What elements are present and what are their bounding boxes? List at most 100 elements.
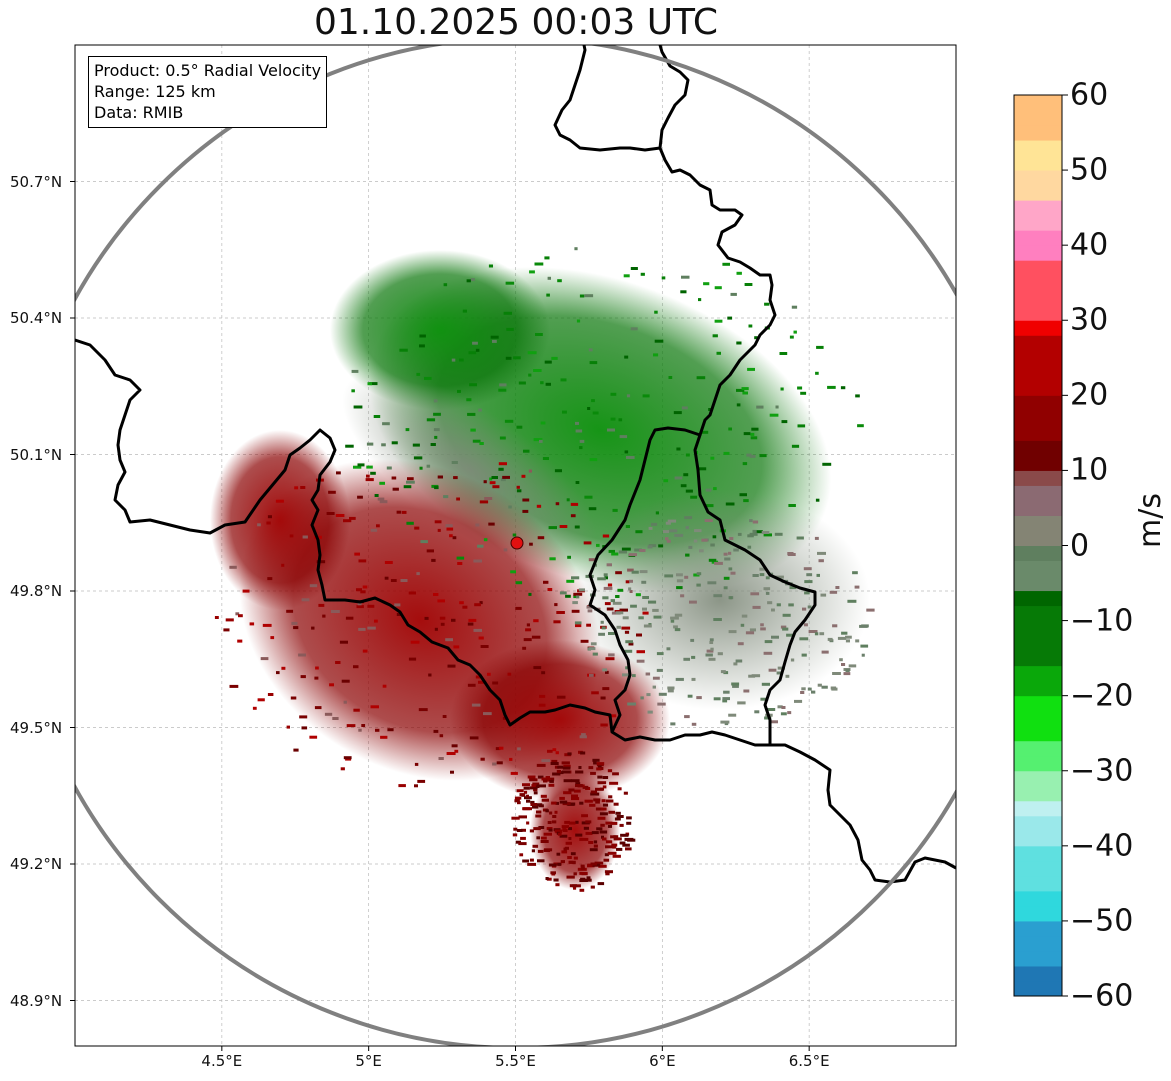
echo-speckle xyxy=(492,681,499,685)
echo-speckle xyxy=(546,827,553,830)
echo-speckle xyxy=(500,478,506,482)
colorbar-segment xyxy=(1014,785,1062,802)
echo-speckle xyxy=(788,504,796,507)
echo-speckle xyxy=(309,584,318,588)
echo-speckle xyxy=(709,641,714,644)
echo-speckle xyxy=(714,286,722,290)
echo-speckle xyxy=(588,558,597,562)
echo-speckle xyxy=(290,696,297,700)
echo-speckle xyxy=(764,302,770,306)
echo-speckle xyxy=(691,655,696,659)
echo-speckle xyxy=(467,622,474,626)
echo-speckle xyxy=(747,545,752,549)
echo-speckle xyxy=(627,838,636,842)
echo-speckle xyxy=(515,581,523,585)
echo-speckle xyxy=(573,592,583,596)
echo-speckle xyxy=(382,684,387,688)
echo-speckle xyxy=(367,604,375,608)
echo-speckle xyxy=(584,495,593,499)
echo-speckle xyxy=(472,439,481,443)
echo-speckle xyxy=(687,694,693,698)
echo-speckle xyxy=(725,502,735,506)
echo-speckle xyxy=(575,429,583,433)
colorbar-ticks xyxy=(1062,94,1068,997)
echo-speckle xyxy=(519,793,526,797)
echo-speckle xyxy=(477,544,484,548)
echo-speckle xyxy=(590,792,598,796)
echo-speckle xyxy=(642,607,647,611)
echo-speckle xyxy=(635,593,641,597)
echo-speckle xyxy=(624,649,633,653)
echo-speckle xyxy=(728,630,737,634)
echo-speckle xyxy=(266,521,271,525)
echo-speckle xyxy=(480,645,489,648)
echo-speckle xyxy=(712,334,718,338)
echo-speckle xyxy=(469,383,477,387)
echo-speckle xyxy=(424,376,432,380)
echo-speckle xyxy=(802,607,807,611)
echo-speckle xyxy=(529,778,538,782)
echo-speckle xyxy=(729,596,733,600)
echo-speckle xyxy=(613,802,619,806)
echo-speckle xyxy=(617,787,622,791)
echo-speckle xyxy=(451,618,456,622)
echo-speckle xyxy=(607,583,613,587)
echo-speckle xyxy=(597,577,606,581)
echo-speckle xyxy=(804,623,808,627)
colorbar-tick-label: −50 xyxy=(1070,903,1134,939)
echo-speckle xyxy=(767,708,776,711)
echo-speckle xyxy=(806,573,813,577)
echo-speckle xyxy=(602,668,608,672)
echo-speckle xyxy=(714,319,723,323)
echo-speckle xyxy=(723,690,730,694)
echo-speckle xyxy=(681,406,688,410)
echo-speckle xyxy=(533,791,538,795)
echo-speckle xyxy=(759,454,767,458)
echo-speckle xyxy=(827,637,833,641)
echo-speckle xyxy=(621,626,631,630)
echo-speckle xyxy=(593,761,597,765)
echo-speckle xyxy=(538,703,546,707)
echo-speckle xyxy=(628,642,634,646)
echo-speckle xyxy=(391,476,397,480)
echo-speckle xyxy=(546,293,550,297)
echo-speckle xyxy=(624,450,629,454)
echo-speckle xyxy=(736,388,745,392)
echo-speckle xyxy=(661,276,666,280)
echo-speckle xyxy=(667,689,674,693)
echo-speckle xyxy=(780,387,784,391)
echo-speckle xyxy=(763,587,771,591)
echo-speckle xyxy=(560,860,565,864)
echo-speckle xyxy=(439,616,446,620)
echo-speckle xyxy=(602,837,607,841)
echo-speckle xyxy=(722,699,728,703)
colorbar-segment xyxy=(1014,500,1062,516)
echo-speckle xyxy=(581,866,585,870)
echo-speckle xyxy=(652,676,660,680)
echo-speckle xyxy=(613,835,619,839)
echo-speckle xyxy=(605,840,613,844)
echo-speckle xyxy=(529,542,533,546)
echo-speckle xyxy=(611,552,619,556)
echo-speckle xyxy=(252,706,257,710)
echo-speckle xyxy=(301,726,308,730)
echo-speckle xyxy=(615,595,620,598)
echo-speckle xyxy=(847,599,857,603)
echo-speckle xyxy=(537,775,544,779)
echo-speckle xyxy=(565,594,571,598)
echo-speckle xyxy=(592,758,600,762)
echo-speckle xyxy=(769,413,779,417)
echo-speckle xyxy=(596,762,605,766)
echo-speckle xyxy=(557,832,562,836)
echo-speckle xyxy=(801,687,806,691)
colorbar-tick-label: −20 xyxy=(1070,678,1134,714)
echo-speckle xyxy=(840,386,846,390)
echo-speckle xyxy=(611,843,618,847)
echo-speckle xyxy=(593,798,601,802)
echo-speckle xyxy=(549,779,554,783)
echo-speckle xyxy=(560,378,567,382)
echo-speckle xyxy=(533,827,541,831)
echo-speckle xyxy=(531,635,541,639)
echo-speckle xyxy=(566,579,575,583)
echo-speckle xyxy=(353,708,360,712)
